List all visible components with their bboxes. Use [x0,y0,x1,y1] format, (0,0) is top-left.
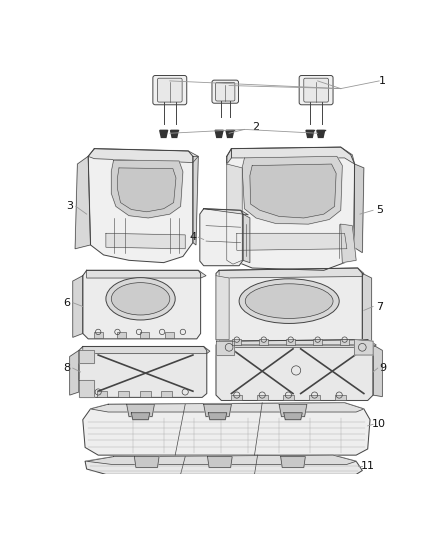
Polygon shape [75,156,91,249]
Polygon shape [373,345,382,397]
Polygon shape [193,156,198,245]
Polygon shape [79,379,94,398]
Polygon shape [88,149,198,163]
Polygon shape [91,403,364,412]
Bar [97,391,107,397]
FancyBboxPatch shape [158,78,182,102]
Polygon shape [219,268,364,278]
Polygon shape [88,149,193,263]
Bar [118,391,129,397]
Polygon shape [355,340,373,355]
Polygon shape [160,131,167,138]
Polygon shape [87,455,356,464]
Bar [231,395,242,400]
Polygon shape [83,270,201,339]
Polygon shape [79,350,94,363]
Ellipse shape [106,278,175,320]
Polygon shape [70,350,79,395]
Polygon shape [354,164,364,253]
Bar [140,391,151,397]
Text: 8: 8 [63,363,70,373]
Polygon shape [219,340,376,348]
Polygon shape [134,457,159,467]
Polygon shape [111,160,183,218]
Polygon shape [243,214,250,263]
Polygon shape [200,209,243,265]
Polygon shape [242,156,342,224]
Polygon shape [85,455,362,474]
Polygon shape [83,403,370,455]
Text: 6: 6 [63,297,70,308]
Text: 9: 9 [380,363,387,373]
Bar [340,339,349,345]
Polygon shape [284,413,302,419]
FancyBboxPatch shape [299,76,333,105]
Text: 5: 5 [376,205,383,215]
Polygon shape [250,164,336,218]
Polygon shape [83,346,210,353]
Bar [117,332,126,338]
Polygon shape [279,405,307,417]
Bar [336,395,346,400]
Polygon shape [226,131,234,138]
Bar [140,332,149,338]
Text: 3: 3 [66,201,73,212]
Text: 4: 4 [189,232,197,242]
Ellipse shape [239,279,339,324]
Polygon shape [237,233,347,251]
Bar [283,395,294,400]
Polygon shape [341,224,356,263]
Polygon shape [208,457,232,467]
Polygon shape [306,131,314,138]
Polygon shape [216,268,362,345]
Text: 10: 10 [372,419,386,429]
Bar [257,395,268,400]
FancyBboxPatch shape [153,76,187,105]
Polygon shape [127,405,155,417]
Bar [313,339,322,345]
Bar [161,391,172,397]
Bar [286,339,295,345]
Polygon shape [79,346,207,398]
Polygon shape [216,276,229,340]
Polygon shape [317,131,325,138]
Polygon shape [281,457,305,467]
Polygon shape [216,340,373,400]
Polygon shape [215,131,223,138]
Polygon shape [106,233,185,249]
Bar [259,339,268,345]
FancyBboxPatch shape [304,78,328,102]
FancyBboxPatch shape [212,80,239,103]
Polygon shape [227,147,355,270]
Polygon shape [227,149,231,164]
Polygon shape [227,164,242,264]
Bar [165,332,174,338]
Polygon shape [208,413,227,419]
Polygon shape [204,405,231,417]
Polygon shape [204,209,248,215]
Bar [232,339,241,345]
Ellipse shape [245,284,333,318]
Polygon shape [216,341,234,355]
Text: 1: 1 [379,76,386,86]
Polygon shape [117,168,176,212]
Bar [309,395,320,400]
Polygon shape [87,270,206,278]
Polygon shape [73,276,83,337]
Text: 2: 2 [252,122,260,132]
Text: 7: 7 [376,302,383,311]
Polygon shape [231,147,355,164]
Polygon shape [131,413,150,419]
Text: 11: 11 [361,461,374,471]
FancyBboxPatch shape [215,82,235,101]
Polygon shape [170,131,178,138]
Bar [94,332,103,338]
Polygon shape [362,273,371,341]
Ellipse shape [111,282,170,315]
